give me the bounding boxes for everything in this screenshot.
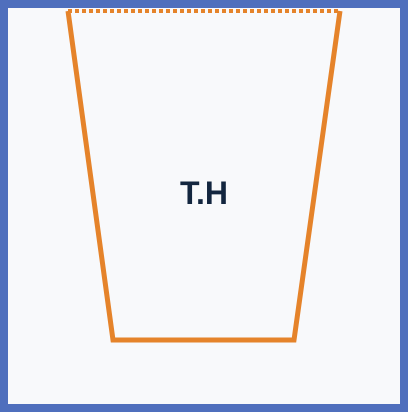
trapezoid-shape[interactable] [65,10,343,343]
shape-label: T.H [180,175,228,211]
